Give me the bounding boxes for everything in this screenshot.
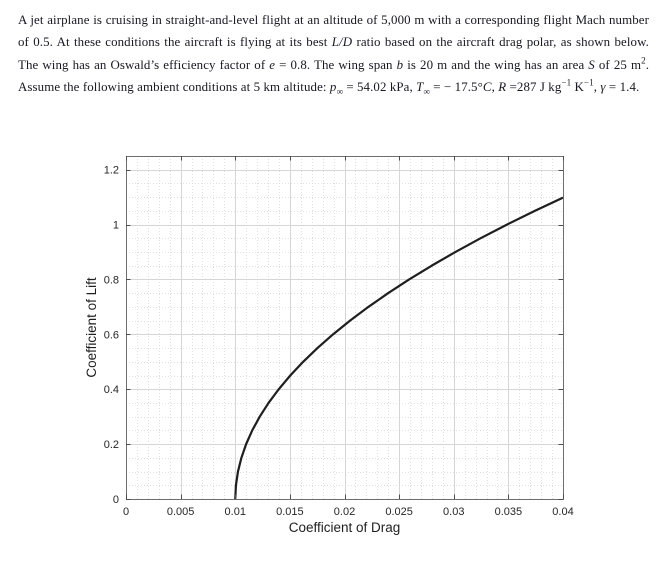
- text-segment: =287 J kg: [506, 80, 562, 95]
- text-segment: A jet airplane is cruising in straight-a…: [18, 13, 649, 50]
- text-segment: = 0.8. The wing span: [275, 57, 397, 72]
- x-tick-label: 0: [123, 506, 129, 518]
- text-segment: γ: [600, 80, 606, 95]
- x-tick-label: 0.015: [276, 506, 304, 518]
- text-segment: = 54.02 kPa,: [343, 80, 417, 95]
- text-segment: −1: [583, 77, 594, 88]
- text-segment: ,: [491, 80, 499, 95]
- text-segment: p: [329, 80, 337, 95]
- text-segment: −1: [561, 77, 572, 88]
- y-tick-label: 0.2: [104, 439, 119, 451]
- text-segment: C: [482, 80, 492, 95]
- x-tick-label: 0.025: [385, 506, 413, 518]
- text-segment: ∞: [423, 86, 430, 97]
- x-axis-label: Coefficient of Drag: [289, 520, 401, 535]
- drag-polar-curve: [234, 196, 563, 499]
- problem-statement: A jet airplane is cruising in straight-a…: [18, 9, 649, 99]
- y-tick-label: 0.8: [104, 274, 119, 286]
- y-tick-label: 1: [113, 220, 119, 232]
- text-segment: . Assume the following ambient condition…: [18, 57, 650, 95]
- axis-ticks: [126, 156, 564, 500]
- text-segment: K: [571, 80, 584, 95]
- y-axis-label: Coefficient of Lift: [84, 277, 99, 378]
- text-segment: 2: [641, 55, 646, 66]
- x-tick-label: 0.02: [334, 506, 355, 518]
- text-segment: L/D: [331, 35, 353, 50]
- x-tick-label: 0.035: [495, 506, 523, 518]
- y-tick-label: 1.2: [104, 165, 119, 177]
- text-segment: is 20 m and the wing has an area: [403, 57, 589, 72]
- text-segment: = 1.4.: [605, 80, 640, 95]
- text-segment: ∞: [336, 86, 343, 97]
- minor-gridlines: [126, 156, 563, 499]
- y-tick-label: 0: [113, 494, 119, 506]
- text-segment: R: [498, 80, 507, 95]
- x-tick-label: 0.04: [552, 506, 573, 518]
- text-segment: e: [269, 57, 276, 72]
- text-segment: ,: [593, 80, 601, 95]
- text-segment: = − 17.5°: [429, 80, 483, 95]
- x-tick-label: 0.01: [225, 506, 246, 518]
- x-tick-label: 0.03: [443, 506, 464, 518]
- y-tick-label: 0.6: [104, 329, 119, 341]
- x-tick-label: 0.005: [167, 506, 195, 518]
- text-segment: of 25 m: [594, 57, 642, 72]
- text-segment: T: [416, 80, 424, 95]
- y-tick-label: 0.4: [104, 384, 119, 396]
- text-segment: S: [588, 57, 595, 72]
- text-segment: b: [396, 57, 404, 72]
- text-segment: ratio based on the aircraft drag polar, …: [18, 35, 649, 72]
